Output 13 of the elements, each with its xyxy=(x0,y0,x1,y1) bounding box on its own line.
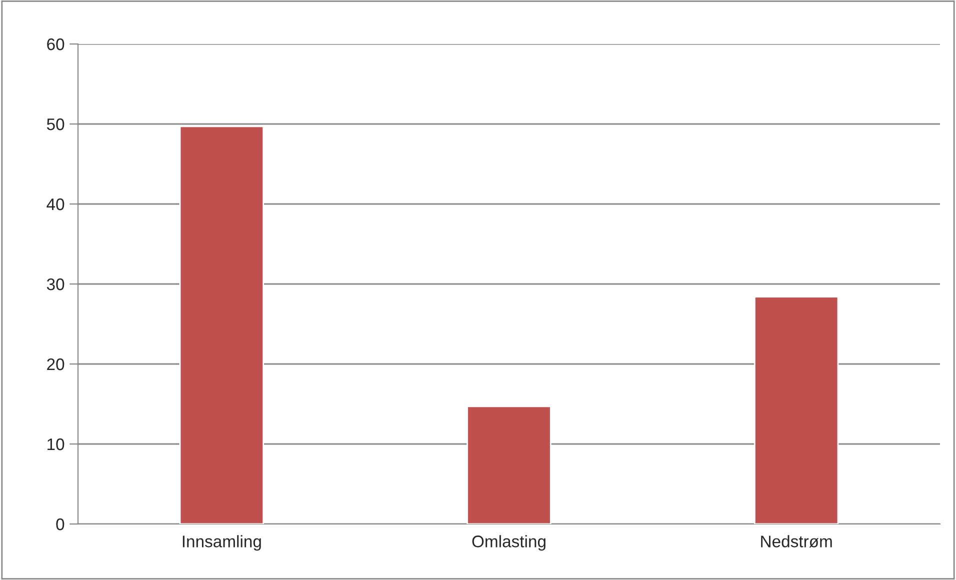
y-tick-label: 60 xyxy=(47,38,64,50)
y-tick-label: 0 xyxy=(56,518,64,530)
x-tick-label: Nedstrøm xyxy=(761,535,832,548)
y-tick-label: 40 xyxy=(46,198,64,210)
y-tick-label: 30 xyxy=(46,278,64,290)
bar xyxy=(179,126,264,524)
bar xyxy=(466,406,552,524)
bar xyxy=(754,296,839,524)
y-tick-label: 50 xyxy=(46,118,64,130)
x-tick-label: Innsamling xyxy=(182,535,261,551)
x-tick-label: Omlasting xyxy=(472,535,546,551)
y-tick-label: 10 xyxy=(48,438,64,450)
y-tick-label: 20 xyxy=(47,358,64,370)
